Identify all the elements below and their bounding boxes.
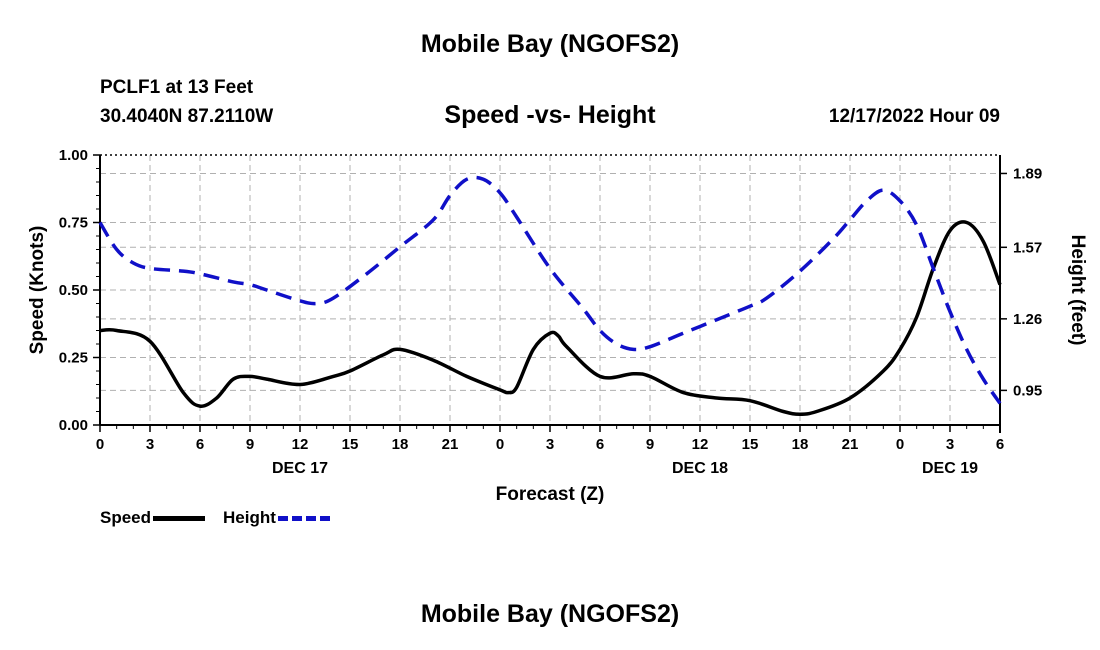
x-tick-label: 18 (792, 436, 809, 453)
x-tick-label: 9 (246, 436, 254, 453)
legend-height-label: Height (223, 508, 276, 527)
y-left-tick-label: 1.00 (59, 147, 88, 164)
y-right-tick-label: 1.89 (1013, 165, 1042, 182)
x-day-label: DEC 18 (672, 460, 728, 477)
y-left-tick-label: 0.75 (59, 215, 88, 232)
y-left-axis-title: Speed (Knots) (27, 226, 48, 355)
x-tick-label: 18 (392, 436, 409, 453)
x-tick-label: 9 (646, 436, 654, 453)
legend-speed-label: Speed (100, 508, 152, 527)
x-tick-label: 0 (96, 436, 104, 453)
y-left-tick-label: 0.00 (59, 417, 88, 434)
y-right-tick-label: 1.26 (1013, 311, 1042, 328)
station-coordinates: 30.4040N 87.2110W (100, 106, 274, 127)
y-left-tick-label: 0.25 (59, 350, 88, 367)
y-right-tick-label: 0.95 (1013, 382, 1042, 399)
legend-speed-swatch (153, 515, 206, 521)
legend-height-swatch (277, 515, 330, 521)
legend-height: Height (223, 508, 330, 528)
x-tick-label: 6 (596, 436, 604, 453)
x-tick-label: 3 (546, 436, 554, 453)
x-tick-label: 21 (442, 436, 459, 453)
x-tick-label: 6 (196, 436, 204, 453)
legend-speed: Speed (100, 508, 206, 528)
x-tick-label: 0 (496, 436, 504, 453)
station-label: PCLF1 at 13 Feet (100, 77, 254, 98)
x-tick-label: 3 (146, 436, 154, 453)
x-tick-label: 15 (342, 436, 359, 453)
x-tick-label: 3 (946, 436, 954, 453)
main-title: Mobile Bay (NGOFS2) (420, 30, 680, 58)
x-day-label: DEC 19 (922, 460, 978, 477)
legend: Speed Height (100, 508, 348, 528)
x-tick-label: 15 (742, 436, 759, 453)
chart-title: Speed -vs- Height (444, 101, 656, 129)
x-tick-label: 21 (842, 436, 859, 453)
y-right-tick-label: 1.57 (1013, 239, 1042, 256)
x-day-label: DEC 17 (272, 460, 328, 477)
x-tick-label: 12 (292, 436, 309, 453)
x-tick-label: 0 (896, 436, 904, 453)
y-right-axis-title: Height (feet) (1067, 235, 1088, 346)
series-speed-line (99, 220, 1002, 416)
forecast-datetime: 12/17/2022 Hour 09 (828, 106, 1000, 127)
x-tick-label: 12 (692, 436, 709, 453)
y-left-tick-label: 0.50 (59, 282, 88, 299)
x-axis-title: Forecast (Z) (496, 484, 605, 505)
x-tick-label: 6 (996, 436, 1004, 453)
bottom-title: Mobile Bay (NGOFS2) (420, 600, 680, 628)
